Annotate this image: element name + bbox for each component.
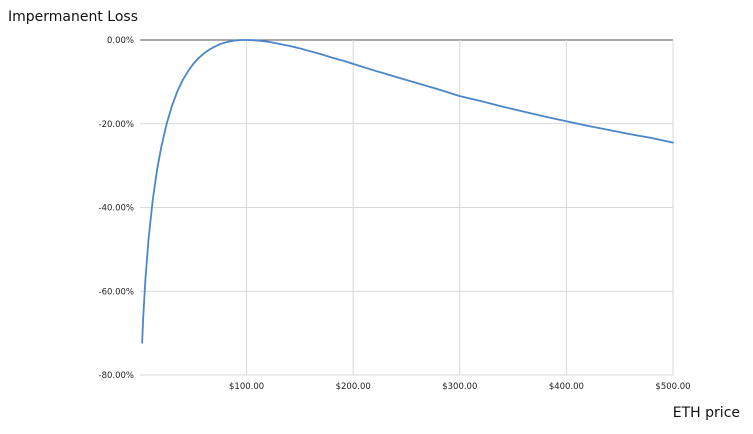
series-layer <box>141 39 674 344</box>
y-tick-label: 0.00% <box>107 36 134 46</box>
y-tick-label: -40.00% <box>99 204 134 214</box>
x-tick-label: $500.00 <box>655 382 690 392</box>
impermanent-loss-line <box>141 39 674 344</box>
x-tick-label: $200.00 <box>336 382 371 392</box>
y-tick-label: -20.00% <box>99 120 134 130</box>
x-tick-label: $100.00 <box>229 382 264 392</box>
y-tick-label: -80.00% <box>99 371 134 381</box>
grid-lines <box>140 39 674 376</box>
x-tick-label: $300.00 <box>442 382 477 392</box>
tick-labels: 0.00% -20.00% -40.00% -60.00% -80.00% $100.00… <box>99 36 691 392</box>
y-axis-label: Impermanent Loss <box>8 9 138 25</box>
x-axis-label: ETH price <box>673 405 740 421</box>
y-tick-label: -60.00% <box>99 287 134 297</box>
x-tick-label: $400.00 <box>549 382 584 392</box>
